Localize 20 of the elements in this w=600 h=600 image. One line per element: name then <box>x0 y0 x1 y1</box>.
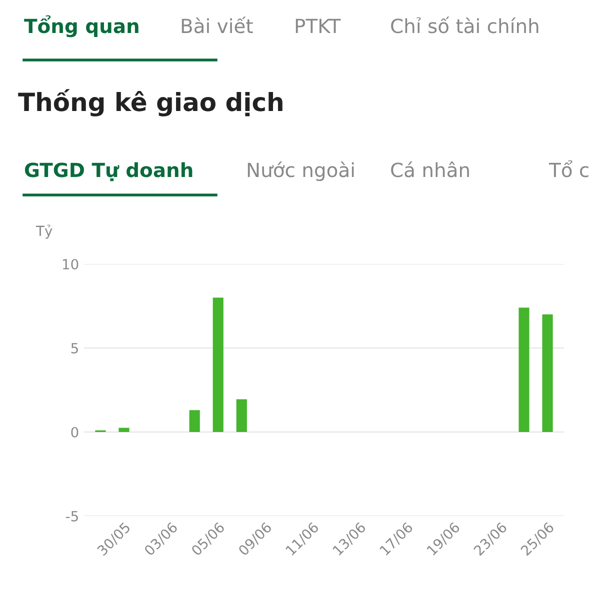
y-axis-title: Tỷ <box>36 224 52 239</box>
text: Bài viết <box>182 16 253 34</box>
text: Chỉ số tài chính <box>391 16 538 34</box>
bar <box>236 399 247 432</box>
text: Tổ c <box>548 160 588 178</box>
bar <box>542 314 553 432</box>
chart-title: Thống kê giao dịch <box>18 89 282 116</box>
bar <box>118 428 130 432</box>
bar <box>212 298 224 432</box>
text: PTKT <box>296 18 341 33</box>
y-tick-label: 10 <box>62 258 78 270</box>
y-tick-label: 0 <box>71 426 78 438</box>
text: GTGD Tự doanh <box>24 162 192 182</box>
text: Cá nhân <box>391 161 469 178</box>
y-tick-label: -5 <box>66 511 78 522</box>
y-tick-label: 5 <box>71 343 78 354</box>
bar <box>518 308 530 432</box>
bar <box>189 410 200 432</box>
text: Tổng quan <box>24 15 138 38</box>
text: Nước ngoài <box>248 161 354 182</box>
